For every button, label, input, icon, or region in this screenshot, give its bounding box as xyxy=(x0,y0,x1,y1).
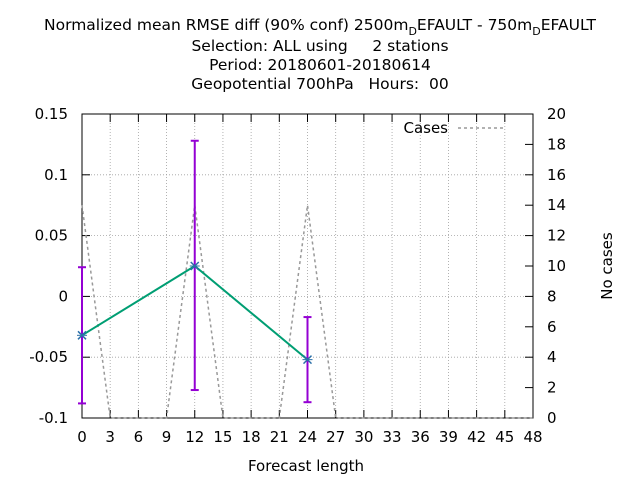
y2-tick-label: 0 xyxy=(547,409,557,427)
y-tick-label: -0.05 xyxy=(29,348,68,366)
data-point xyxy=(302,355,313,365)
y2-tick-label: 2 xyxy=(547,379,557,397)
title-part-3: EFAULT xyxy=(540,16,596,34)
y-tick-label: 0.15 xyxy=(35,105,68,123)
title-subscript-1: D xyxy=(408,25,417,38)
x-axis-ticks: 0 3 6 9 12 15 18 21 24 27 30 33 36 39 42 45 48 xyxy=(77,114,543,446)
chart-title-line-3: Period: 20180601-20180614 xyxy=(209,56,431,74)
y-tick-label: 0 xyxy=(58,287,68,305)
x-tick-label: 18 xyxy=(242,428,261,446)
y2-tick-label: 18 xyxy=(547,135,566,153)
x-tick-label: 0 xyxy=(77,428,87,446)
y2-tick-label: 10 xyxy=(547,257,566,275)
x-tick-label: 39 xyxy=(439,428,458,446)
y2-tick-label: 8 xyxy=(547,287,557,305)
data-point xyxy=(189,261,200,271)
x-tick-label: 12 xyxy=(185,428,204,446)
x-tick-label: 6 xyxy=(134,428,144,446)
gridlines xyxy=(82,114,533,418)
data-point xyxy=(77,330,87,340)
x-tick-label: 15 xyxy=(213,428,232,446)
x-tick-label: 36 xyxy=(411,428,430,446)
x-tick-label: 27 xyxy=(326,428,345,446)
title-part-1: Normalized mean RMSE diff (90% conf) 250… xyxy=(44,16,409,34)
y2-tick-label: 20 xyxy=(547,105,566,123)
rmse-diff-series xyxy=(77,139,313,405)
legend: Cases xyxy=(403,119,506,137)
y2-tick-label: 4 xyxy=(547,348,557,366)
x-tick-label: 3 xyxy=(105,428,115,446)
x-tick-label: 48 xyxy=(523,428,542,446)
chart-title-line-1: Normalized mean RMSE diff (90% conf) 250… xyxy=(0,16,640,38)
x-tick-label: 24 xyxy=(298,428,317,446)
chart-title-line-2: Selection: ALL using 2 stations xyxy=(191,37,449,55)
y2-axis-label: No cases xyxy=(598,232,616,300)
legend-label-cases: Cases xyxy=(403,119,448,137)
y2-axis-ticks: 0 2 4 6 8 10 12 14 16 18 20 xyxy=(525,105,566,427)
x-tick-label: 33 xyxy=(383,428,402,446)
y-tick-label: -0.1 xyxy=(39,409,68,427)
x-tick-label: 30 xyxy=(354,428,373,446)
title-part-2: EFAULT - 750m xyxy=(416,16,533,34)
y2-tick-label: 12 xyxy=(547,227,566,245)
x-tick-label: 21 xyxy=(270,428,289,446)
y-tick-label: 0.05 xyxy=(35,227,68,245)
title-subscript-2: D xyxy=(532,25,541,38)
y2-tick-label: 14 xyxy=(547,196,566,214)
x-axis-label: Forecast length xyxy=(248,457,364,475)
x-tick-label: 42 xyxy=(467,428,486,446)
x-tick-label: 45 xyxy=(495,428,514,446)
x-tick-label: 9 xyxy=(162,428,172,446)
y-axis-ticks: -0.1 -0.05 0 0.05 0.1 0.15 xyxy=(29,105,90,427)
y-tick-label: 0.1 xyxy=(44,166,68,184)
chart-title-line-4: Geopotential 700hPa Hours: 00 xyxy=(191,75,449,93)
y2-tick-label: 16 xyxy=(547,166,566,184)
y2-tick-label: 6 xyxy=(547,318,557,336)
